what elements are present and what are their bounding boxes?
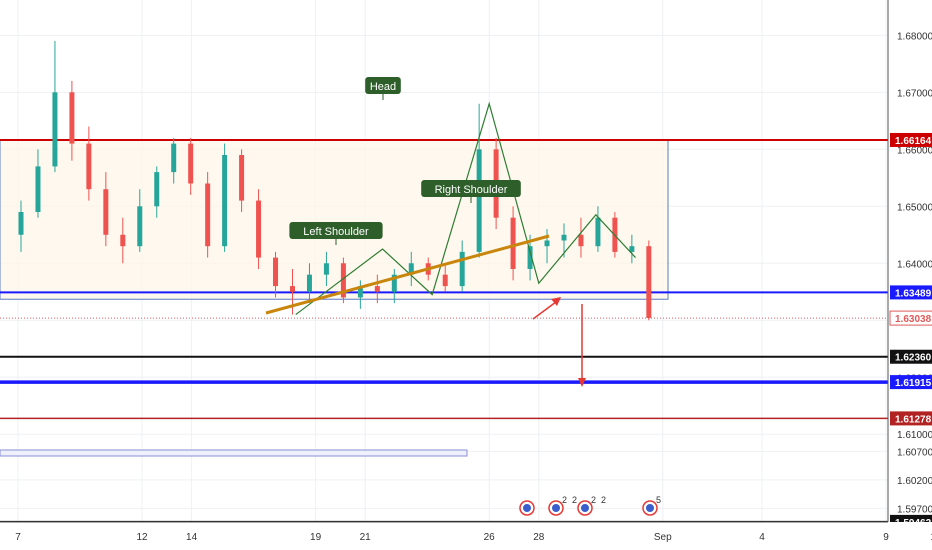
annotation-label: Left Shoulder <box>303 226 369 238</box>
time-tick-label: 7 <box>15 532 21 543</box>
price-tick-label: 1.65000 <box>897 202 932 213</box>
candle-body <box>120 234 126 247</box>
candle-body <box>357 286 363 298</box>
candle-body <box>289 286 295 292</box>
candle-body <box>561 234 567 241</box>
candle-body <box>323 263 329 275</box>
candle-body <box>273 257 279 287</box>
event-badge-dot <box>523 504 531 512</box>
candle-body <box>137 206 143 247</box>
candle-body <box>239 155 245 201</box>
price-tick-label: 1.60700 <box>897 447 932 458</box>
candle-body <box>374 286 380 292</box>
time-axis[interactable]: 7121419212628Sep49111618 <box>0 521 932 550</box>
candle-body <box>527 246 533 269</box>
time-axis-bg <box>0 522 932 550</box>
retest-arrow-head <box>551 297 561 306</box>
price-tick-label: 1.68000 <box>897 31 932 42</box>
price-level-tag <box>890 132 932 147</box>
candle-body <box>205 183 211 247</box>
neckline <box>265 234 550 315</box>
candle-body <box>171 143 177 173</box>
candle-body <box>18 211 24 235</box>
price-levels <box>0 138 888 523</box>
price-level-tag-label: 1.62360 <box>895 353 932 364</box>
candle-body <box>544 240 550 247</box>
candle-body <box>595 217 601 247</box>
lower-range-box <box>0 449 468 457</box>
price-level-tag <box>890 375 932 390</box>
price-axis-bg <box>888 0 932 550</box>
annotation-label: Right Shoulder <box>435 184 508 196</box>
annotation-bg <box>365 77 401 94</box>
time-tick-label: 12 <box>136 532 148 543</box>
price-level-tag <box>890 411 932 426</box>
candle-body <box>69 92 75 144</box>
event-badge-dot <box>646 504 654 512</box>
time-tick-label: 4 <box>759 532 765 543</box>
time-tick-label: 28 <box>533 532 545 543</box>
time-tick-label: Sep <box>654 532 672 543</box>
event-badge-dot <box>581 504 589 512</box>
price-axis[interactable]: 1.68000 1.67000 1.66000 1.65000 1.64000 1.630… <box>887 0 932 550</box>
pattern-outline <box>295 101 636 316</box>
price-level-tag-label: 1.61915 <box>895 378 932 389</box>
candle-body <box>52 92 58 167</box>
time-tick-label: 19 <box>310 532 322 543</box>
price-tick-label: 1.64000 <box>897 259 932 270</box>
candle-body <box>103 189 109 235</box>
event-badge-count: 5 <box>656 495 661 505</box>
candle-body <box>510 217 516 269</box>
annotation-bg <box>421 180 521 197</box>
time-tick-label: 9 <box>883 532 889 543</box>
event-badge-dot <box>552 504 560 512</box>
drawings: Head Left Shoulder Right Shoulder <box>265 77 636 387</box>
time-tick-label: 14 <box>186 532 198 543</box>
price-tick-label: 1.66000 <box>897 145 932 156</box>
price-level-tag-label: 1.61278 <box>895 414 932 425</box>
candle-body <box>408 263 414 275</box>
candle-body <box>578 234 584 247</box>
price-tick-label: 1.59700 <box>897 504 932 515</box>
annotation-label: Head <box>370 81 396 93</box>
candle-body <box>86 143 92 190</box>
price-level-tag-label: 1.66164 <box>895 136 932 147</box>
time-tick-label: 26 <box>484 532 496 543</box>
price-level-tag <box>889 310 932 326</box>
event-badge-count: 2 <box>562 495 567 505</box>
candle-body <box>476 149 482 252</box>
price-tick-label: 1.67000 <box>897 88 932 99</box>
target-arrow-head <box>578 378 586 387</box>
time-tick-label: 11 <box>930 532 932 543</box>
candle-body <box>35 166 41 212</box>
zones <box>0 139 669 457</box>
range-box <box>0 139 669 300</box>
price-tick-label: 1.61000 <box>897 430 932 441</box>
event-badge-count: 2 <box>601 495 606 505</box>
candle-body <box>646 246 652 318</box>
candle-body <box>391 274 397 292</box>
price-level-tag-label: 1.63038 <box>895 314 932 325</box>
candle-body <box>442 274 448 287</box>
candle-body <box>222 155 228 247</box>
annotation-bg <box>289 222 383 239</box>
candle-body <box>188 143 194 184</box>
candle-body <box>340 263 346 298</box>
candle-body <box>256 200 262 258</box>
price-level-tag <box>890 285 932 300</box>
candle-body <box>154 172 160 207</box>
price-level-tag-label: 1.63489 <box>895 288 932 299</box>
price-tick-label: 1.60200 <box>897 476 932 487</box>
event-badge-count: 2 <box>572 495 577 505</box>
time-tick-label: 21 <box>360 532 372 543</box>
candle-body <box>306 274 312 292</box>
price-level-tag <box>890 349 932 364</box>
candle-body <box>459 251 465 287</box>
event-badge-count: 2 <box>591 495 596 505</box>
candle-body <box>629 246 635 252</box>
